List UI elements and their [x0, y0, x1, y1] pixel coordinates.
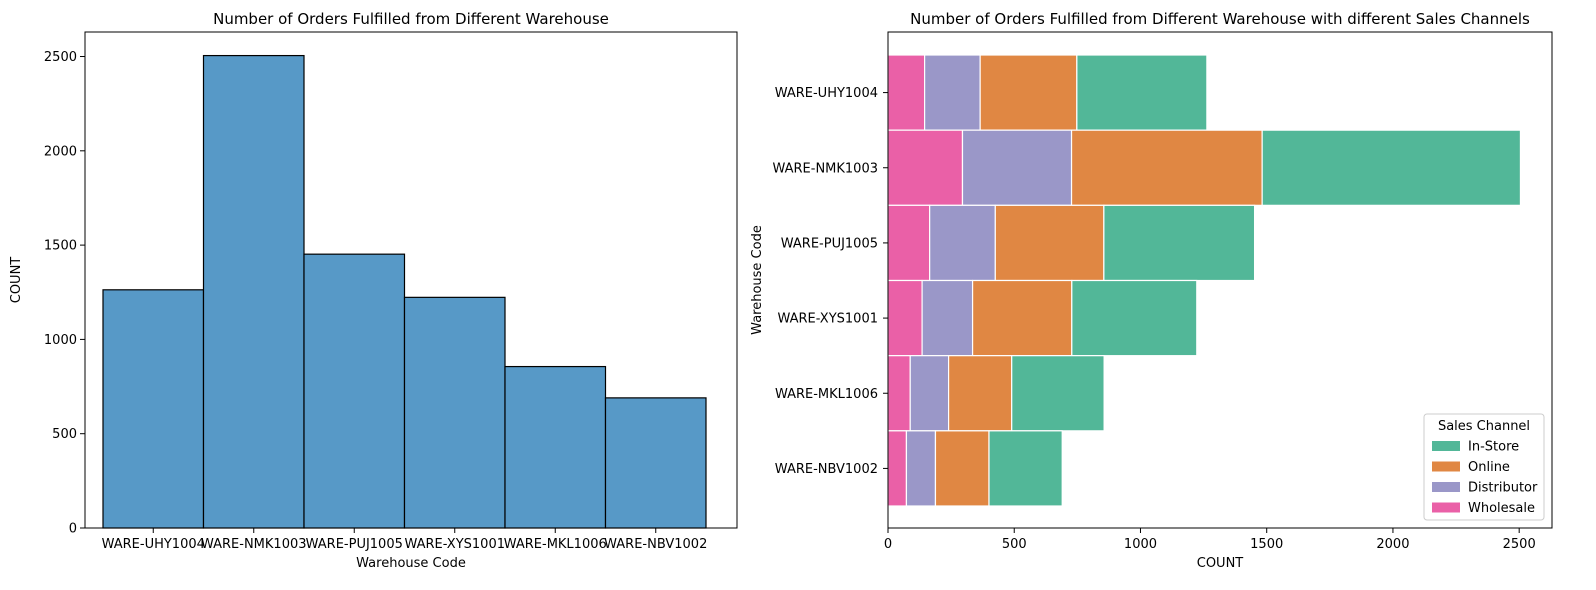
chart1-bars: [102, 54, 707, 529]
y-tick-label: WARE-NMK1003: [772, 161, 878, 176]
bar-ware-mkl1006-wholesale: [887, 355, 911, 432]
bar-ware-puj1005-distributor: [929, 204, 996, 282]
legend-title: Sales Channel: [1438, 419, 1530, 434]
chart2-legend: Sales Channel In-Store Online Distributor W…: [1423, 413, 1545, 521]
chart1-y-ticks: 0 500 1000 1500 2000 2500: [44, 50, 85, 537]
x-tick-label: WARE-UHY1004: [102, 537, 205, 552]
bar-ware-nmk1003-online: [1070, 129, 1263, 206]
legend-swatch-online: [1432, 461, 1460, 472]
bar-ware-uhy1004-in-store: [1076, 54, 1208, 131]
y-tick-label: 1000: [44, 333, 77, 348]
y-tick-label: 2500: [44, 50, 77, 65]
x-tick-label: WARE-XYS1001: [404, 537, 505, 552]
legend-box: [1423, 413, 1545, 521]
y-tick-label: 500: [52, 427, 77, 442]
bar-ware-nmk1003-distributor: [961, 129, 1073, 206]
bar-ware-xys1001-wholesale: [887, 279, 923, 357]
bar-ware-mkl1006-in-store: [1011, 355, 1105, 432]
x-tick-label: WARE-PUJ1005: [306, 537, 403, 552]
bar-ware-nbv1002-in-store: [988, 430, 1063, 507]
y-tick-label: 2000: [44, 144, 77, 159]
y-tick-label: WARE-NBV1002: [775, 462, 878, 477]
y-tick-label: 0: [69, 522, 77, 537]
x-tick-label: 1500: [1250, 537, 1283, 552]
chart2-x-ticks: 0 500 1000 1500 2000 2500: [884, 528, 1536, 552]
chart-order-count-by-warehouse-and-channel: Number of Orders Fulfilled from Differen…: [750, 10, 1553, 571]
bar-ware-puj1005-in-store: [1103, 204, 1256, 282]
bar-ware-xys1001: [403, 296, 506, 529]
bar-ware-puj1005-wholesale: [887, 204, 931, 282]
chart1-x-axis-label: Warehouse Code: [356, 556, 466, 571]
bar-ware-xys1001-distributor: [921, 279, 974, 357]
y-tick-label: WARE-PUJ1005: [781, 236, 878, 251]
x-tick-label: 2000: [1376, 537, 1409, 552]
chart1-y-axis-label: COUNT: [9, 257, 24, 304]
chart1-axes-frame: [84, 31, 738, 529]
y-tick-label: 1500: [44, 239, 77, 254]
bar-ware-nmk1003-wholesale: [887, 129, 964, 206]
chart2-y-axis-label: Warehouse Code: [750, 225, 765, 335]
bar-ware-nmk1003-in-store: [1261, 129, 1522, 206]
bar-ware-nbv1002-distributor: [905, 430, 937, 507]
x-tick-label: 0: [884, 537, 892, 552]
chart-order-count-by-warehouse: Number of Orders Fulfilled from Differen…: [9, 10, 738, 571]
x-tick-label: 2500: [1503, 537, 1536, 552]
bar-ware-puj1005-online: [994, 204, 1105, 282]
bar-ware-nbv1002-online: [934, 430, 990, 507]
x-tick-label: 1000: [1124, 537, 1157, 552]
bar-ware-nbv1002: [604, 397, 707, 529]
bar-ware-mkl1006-online: [947, 355, 1013, 432]
x-tick-label: WARE-NBV1002: [604, 537, 707, 552]
bar-ware-mkl1006: [504, 365, 607, 529]
legend-swatch-in-store: [1432, 441, 1460, 451]
x-tick-label: WARE-MKL1006: [504, 537, 607, 552]
x-tick-label: 500: [1002, 537, 1027, 552]
chart2-y-ticks: WARE-UHY1004 WARE-NMK1003 WARE-PUJ1005 WARE…: [772, 86, 888, 477]
chart1-title: Number of Orders Fulfilled from Differen…: [213, 10, 609, 28]
chart2-axes-frame: [887, 31, 1553, 529]
legend-label-in-store: In-Store: [1468, 440, 1519, 455]
bar-ware-xys1001-online: [971, 279, 1073, 357]
chart2-title: Number of Orders Fulfilled from Differen…: [910, 10, 1530, 28]
bar-ware-xys1001-in-store: [1071, 279, 1198, 357]
bar-ware-uhy1004-online: [979, 54, 1078, 131]
bar-ware-nbv1002-wholesale: [887, 430, 908, 507]
legend-label-distributor: Distributor: [1468, 481, 1538, 496]
y-tick-label: WARE-MKL1006: [775, 387, 878, 402]
bar-ware-puj1005: [303, 253, 406, 529]
y-tick-label: WARE-XYS1001: [777, 312, 878, 327]
chart2-bars: [887, 54, 1522, 507]
bar-ware-nmk1003: [202, 54, 305, 529]
bar-ware-uhy1004-wholesale: [887, 54, 926, 131]
legend-label-online: Online: [1468, 460, 1510, 475]
bar-ware-uhy1004: [102, 289, 205, 529]
legend-swatch-wholesale: [1432, 502, 1460, 513]
chart2-x-axis-label: COUNT: [1197, 556, 1244, 571]
legend-swatch-distributor: [1432, 482, 1460, 492]
bar-ware-mkl1006-distributor: [909, 355, 950, 432]
x-tick-label: WARE-NMK1003: [201, 537, 307, 552]
bar-ware-uhy1004-distributor: [924, 54, 981, 131]
y-tick-label: WARE-UHY1004: [775, 86, 878, 101]
legend-label-wholesale: Wholesale: [1468, 501, 1535, 516]
legend-items: In-Store Online Distributor Wholesale: [1432, 440, 1538, 516]
